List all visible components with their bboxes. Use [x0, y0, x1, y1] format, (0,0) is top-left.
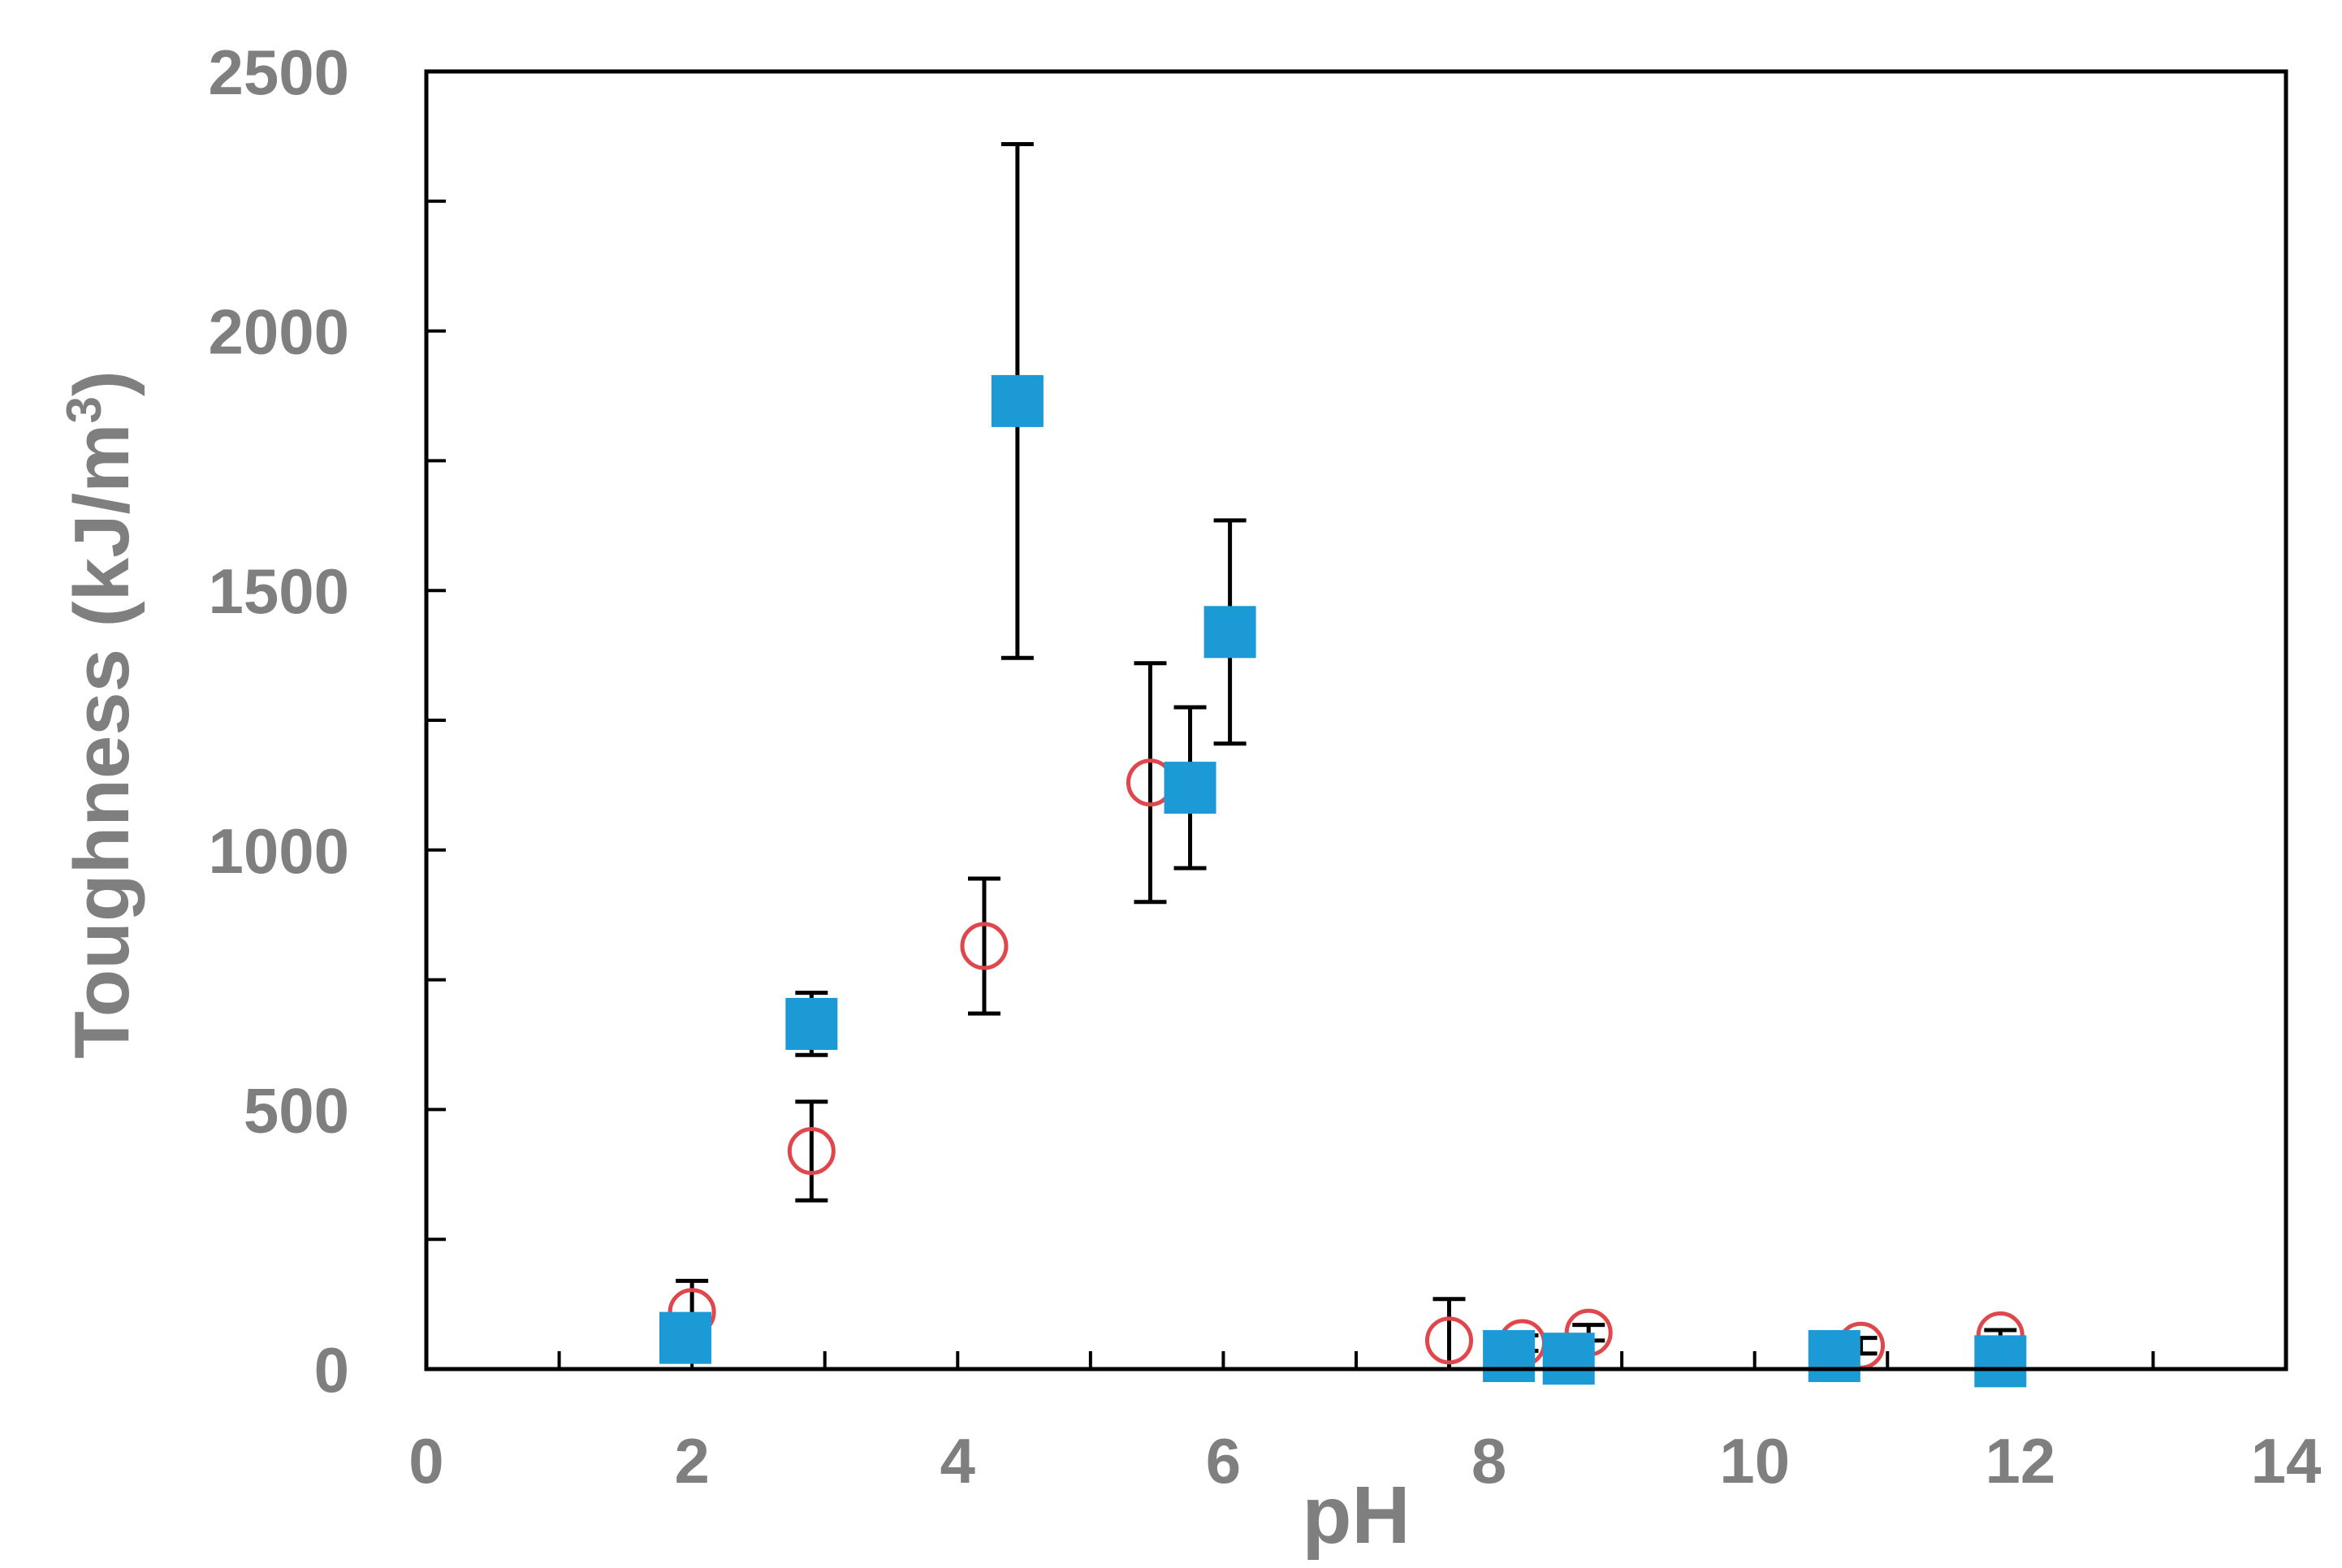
square-point — [1203, 606, 1256, 659]
square-point — [1974, 1335, 2027, 1388]
x-tick-label: 2 — [674, 1425, 709, 1497]
data-markers — [659, 374, 2027, 1388]
y-tick-label: 0 — [314, 1334, 349, 1406]
y-axis-title-main: Toughness (kJ/m — [58, 424, 145, 1059]
tick-labels: 0 2 4 6 8 10 12 14 0 500 1000 1500 2000 2500 — [208, 37, 2321, 1497]
y-tick-label: 1500 — [208, 555, 349, 627]
square-point — [1164, 762, 1216, 814]
square-point — [1483, 1330, 1536, 1383]
x-tick-label: 0 — [408, 1425, 443, 1497]
square-point — [1542, 1333, 1595, 1385]
square-point — [1808, 1330, 1860, 1383]
x-tick-label: 14 — [2251, 1425, 2322, 1497]
y-tick-label: 500 — [244, 1074, 349, 1146]
square-point — [991, 374, 1044, 427]
x-tick-label: 6 — [1206, 1425, 1241, 1497]
x-tick-label: 4 — [940, 1425, 975, 1497]
circle-point — [1425, 1316, 1473, 1365]
y-axis-title-close: ) — [58, 370, 145, 396]
y-axis-title: Toughness (kJ/m3) — [57, 370, 145, 1059]
y-axis-title-superscript: 3 — [57, 396, 111, 423]
x-tick-label: 8 — [1471, 1425, 1506, 1497]
square-point — [785, 997, 838, 1050]
y-tick-label: 1000 — [208, 815, 349, 887]
circle-point — [787, 1127, 836, 1176]
plot-area-frame — [424, 69, 2288, 1371]
y-tick-label: 2000 — [208, 296, 349, 368]
x-axis-title: pH — [1302, 1470, 1410, 1561]
x-tick-label: 12 — [1985, 1425, 2055, 1497]
circle-point — [960, 922, 1009, 970]
y-tick-label: 2500 — [208, 37, 349, 108]
x-tick-label: 10 — [1719, 1425, 1790, 1497]
square-point — [659, 1311, 711, 1364]
